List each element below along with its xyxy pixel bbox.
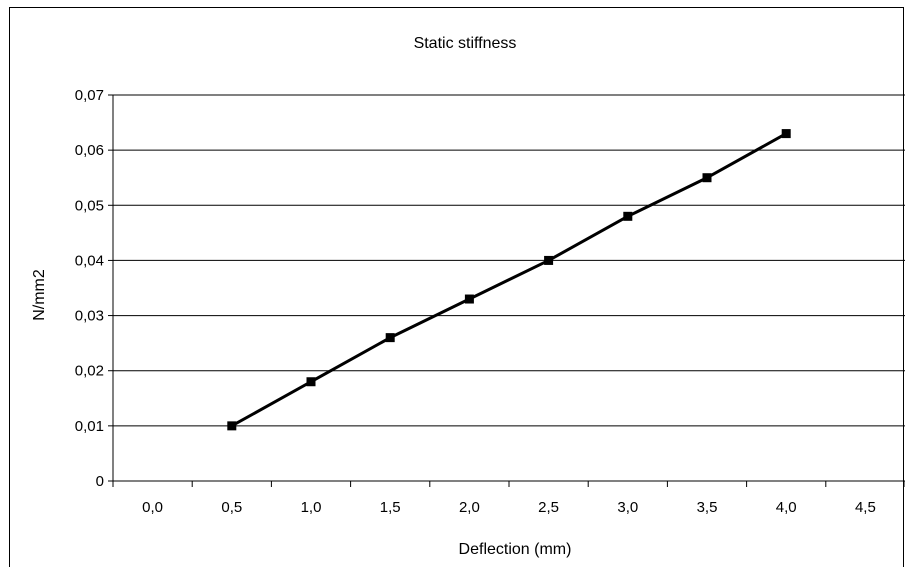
chart-title: Static stiffness: [414, 35, 517, 52]
y-tick-label: 0: [96, 473, 104, 490]
y-tick-label: 0,05: [75, 197, 104, 214]
y-tick-label: 0,03: [75, 308, 104, 325]
data-point-marker: [385, 333, 395, 343]
axes: [108, 94, 905, 487]
data-point-marker: [702, 173, 712, 183]
data-point-marker: [227, 421, 237, 431]
data-point-marker: [781, 129, 791, 139]
y-axis-label: N/mm2: [31, 269, 48, 321]
data-point-marker: [464, 294, 474, 304]
data-point-marker: [306, 377, 316, 387]
data-point-marker: [544, 255, 554, 265]
y-tick-label: 0,04: [75, 252, 104, 269]
x-axis-tick-labels: 0,0 0,5 1,0 1,5 2,0 2,5 3,0 3,5 4,0 4,5: [142, 499, 876, 516]
x-axis-label: Deflection (mm): [459, 541, 572, 558]
chart-area: Static stiffness 0 0,01 0,02 0,03 0,04 0,05 0,…: [9, 7, 905, 567]
x-tick-label: 1,5: [380, 499, 401, 516]
x-tick-label: 2,5: [538, 499, 559, 516]
x-tick-label: 1,0: [301, 499, 322, 516]
y-tick-label: 0,02: [75, 363, 104, 380]
series-line-path: [231, 132, 787, 428]
x-tick-label: 0,0: [142, 499, 163, 516]
y-axis-tick-labels: 0 0,01 0,02 0,03 0,04 0,05 0,06 0,07: [75, 87, 104, 490]
x-tick-label: 4,5: [855, 499, 876, 516]
x-tick-label: 4,0: [776, 499, 797, 516]
x-tick-label: 2,0: [459, 499, 480, 516]
y-tick-label: 0,06: [75, 142, 104, 159]
grid-lines: [113, 94, 905, 427]
y-tick-label: 0,07: [75, 87, 104, 104]
x-tick-label: 0,5: [221, 499, 242, 516]
line-chart: Static stiffness 0 0,01 0,02 0,03 0,04 0,05 0,…: [31, 35, 905, 558]
x-tick-label: 3,0: [617, 499, 638, 516]
x-tick-label: 3,5: [697, 499, 718, 516]
y-tick-label: 0,01: [75, 418, 104, 435]
data-points: [227, 129, 791, 431]
data-point-marker: [623, 211, 633, 221]
series-line: [231, 132, 787, 428]
